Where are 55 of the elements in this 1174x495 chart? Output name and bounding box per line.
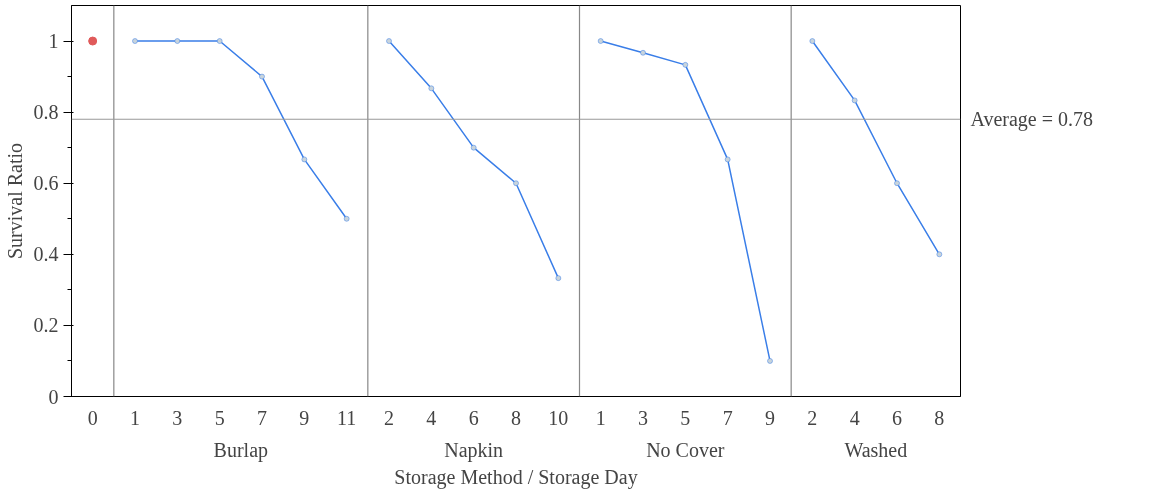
x-tick-label: 1: [595, 406, 606, 429]
point: [555, 275, 562, 281]
point: [259, 73, 265, 80]
y-axis-title: Survival Ratio: [3, 142, 26, 260]
point: [597, 38, 604, 44]
point: [767, 358, 773, 364]
text: No Cover: [646, 438, 725, 461]
point: [682, 62, 689, 68]
text: Washed: [844, 438, 908, 461]
point: [894, 180, 900, 186]
x-tick-label: 9: [299, 406, 310, 429]
x-tick-label: 5: [214, 406, 225, 429]
y-tick-label: 0.2: [33, 314, 59, 337]
x-tick-label: 9: [765, 406, 775, 429]
x-tick-label: 8: [934, 406, 945, 429]
x-tick-label: 5: [680, 406, 691, 429]
point: [343, 216, 350, 222]
point: [851, 97, 858, 104]
x-tick-label: 4: [426, 406, 437, 429]
text: Napkin: [444, 438, 504, 462]
x-tick-label: 8: [511, 406, 521, 429]
x-tick-label: 3: [638, 406, 648, 429]
point: [216, 38, 223, 44]
x-tick-label: 3: [172, 406, 183, 429]
point: [724, 156, 731, 163]
y-tick-label: 0.8: [33, 101, 59, 124]
point: [640, 50, 646, 56]
x-tick-label: 1: [130, 406, 140, 429]
x-tick-label: 7: [722, 406, 733, 429]
x-tick-label: 7: [257, 406, 267, 429]
y-tick-label: 1: [48, 30, 59, 53]
x-tick-label: 6: [468, 406, 479, 429]
x-axis-title: Storage Method / Storage Day: [394, 465, 638, 489]
x-tick-label: 2: [384, 406, 394, 429]
point: [88, 36, 98, 46]
point: [809, 38, 816, 44]
point: [132, 38, 138, 44]
x-tick-label: 4: [849, 406, 860, 429]
x-tick-label: 0: [87, 406, 98, 429]
x-tick-label: 2: [807, 406, 818, 429]
y-tick-label: 0: [48, 385, 59, 408]
y-tick-label: 0.4: [33, 243, 59, 266]
point: [428, 85, 435, 92]
y-tick-label: 0.6: [33, 172, 59, 195]
point: [470, 144, 477, 151]
point: [386, 38, 392, 44]
point: [301, 156, 308, 163]
x-tick-label: 6: [892, 406, 902, 429]
point: [174, 38, 181, 44]
x-tick-label: 10: [548, 406, 569, 429]
ref-line-label: Average = 0.78: [970, 108, 1094, 132]
point: [936, 251, 943, 258]
text: Burlap: [213, 438, 269, 462]
x-tick-label: 11: [337, 406, 357, 429]
point: [513, 180, 519, 186]
